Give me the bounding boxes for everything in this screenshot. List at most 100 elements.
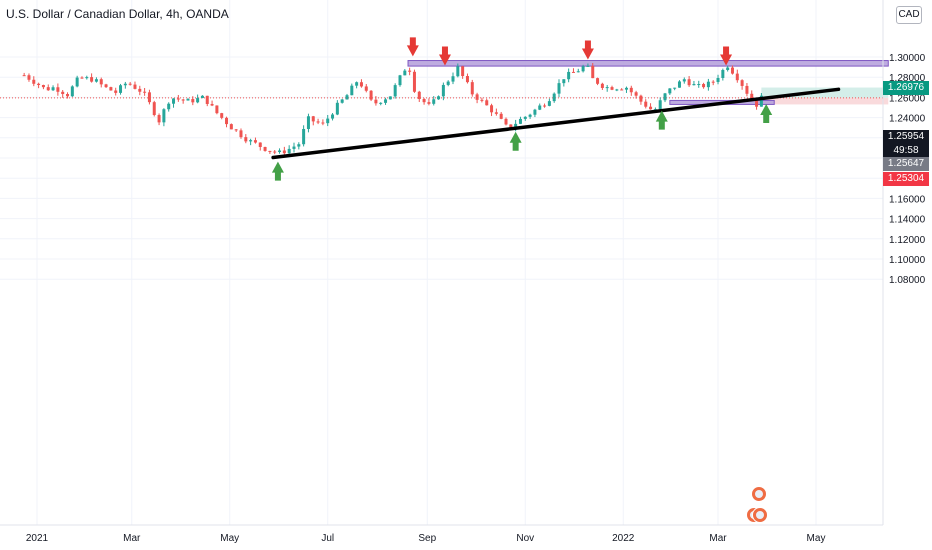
candle-body [355,82,359,86]
x-tick-label: Mar [709,533,727,544]
candle-body [668,88,672,94]
candle-body [490,105,494,113]
candle-body [571,71,575,73]
candle-body [297,144,301,147]
candle-body [422,99,426,103]
candle-body [374,99,378,104]
candle-body [51,87,55,91]
candle-body [345,95,349,100]
candle-body [755,99,759,107]
candle-body [639,95,643,102]
down-arrow-marker [438,46,451,66]
y-tick-label: 1.10000 [889,255,926,266]
candle-body [629,87,633,93]
candle-body [600,83,604,88]
candle-body [176,98,180,100]
chart-title: U.S. Dollar / Canadian Dollar, 4h, OANDA [6,7,229,21]
bar-countdown: 49:58 [893,145,919,156]
candle-body [499,113,503,119]
x-tick-label: 2022 [612,533,635,544]
candle-body [745,85,749,94]
candle-body [408,70,412,72]
candle-body [56,87,60,92]
candle-body [302,128,306,145]
candle-body [287,148,291,154]
candle-body [311,116,315,122]
candle-body [186,99,190,101]
candle-body [143,91,147,93]
candle-body [350,85,354,96]
candle-body [123,83,127,86]
price-axis-label: 1.25304 [883,172,929,186]
down-arrow-marker [720,46,733,66]
candle-body [147,92,151,103]
up-arrow-marker [271,161,284,181]
candle-body [702,84,706,88]
candle-body [138,88,142,92]
candle-body [610,87,614,90]
candle-body [273,151,277,153]
candle-body [388,96,392,100]
candle-body [533,109,537,115]
candle-body [90,77,94,82]
candle-body [576,71,580,73]
candle-body [369,90,373,100]
candle-body [620,89,624,91]
event-icon[interactable] [751,486,767,502]
candle-body [547,101,551,106]
candle-body [509,124,513,128]
candle-body [340,99,344,103]
candle-body [485,100,489,106]
candle-body [552,93,556,102]
event-icon[interactable] [752,507,768,523]
grid-lines [0,0,883,525]
candle-body [446,81,450,85]
y-tick-label: 1.08000 [889,275,926,286]
candle-body [94,79,98,82]
candle-body [37,83,41,86]
candle-body [152,102,156,116]
price-axis-label: 1.25954 49:58 [883,130,929,158]
candle-body [706,81,710,88]
down-arrow-marker [581,40,594,60]
candle-body [475,94,479,100]
candle-body [239,130,243,138]
candle-body [586,65,590,67]
candle-body [234,129,238,131]
candle-body [697,84,701,86]
currency-button[interactable]: CAD [896,6,922,24]
stop-loss-zone [761,97,889,105]
candle-body [41,85,45,88]
candle-body [605,87,609,89]
candle-body [557,83,561,94]
candle-body [200,95,204,99]
candle-body [721,69,725,78]
candle-body [215,105,219,114]
candle-body [316,121,320,123]
candle-body [99,79,103,85]
candle-body [470,82,474,95]
x-tick-label: Mar [123,533,141,544]
candle-body [191,99,195,103]
candle-body [181,99,185,101]
resistance-zone [407,60,889,67]
overlays-layer [271,37,841,181]
candle-body [229,124,233,130]
candle-body [244,137,248,142]
candle-body [716,77,720,82]
candle-body [393,85,397,97]
price-value: 1.25954 [887,131,925,142]
candle-body [543,105,547,107]
candle-body [596,78,600,84]
candle-body [282,150,286,154]
candle-body [562,79,566,84]
candle-body [114,90,118,93]
candle-body [451,76,455,82]
candle-body [567,71,571,80]
candle-body [711,81,715,83]
up-arrow-marker [509,131,522,151]
candle-body [22,75,26,77]
candle-body [253,140,257,143]
candle-body [412,71,416,92]
